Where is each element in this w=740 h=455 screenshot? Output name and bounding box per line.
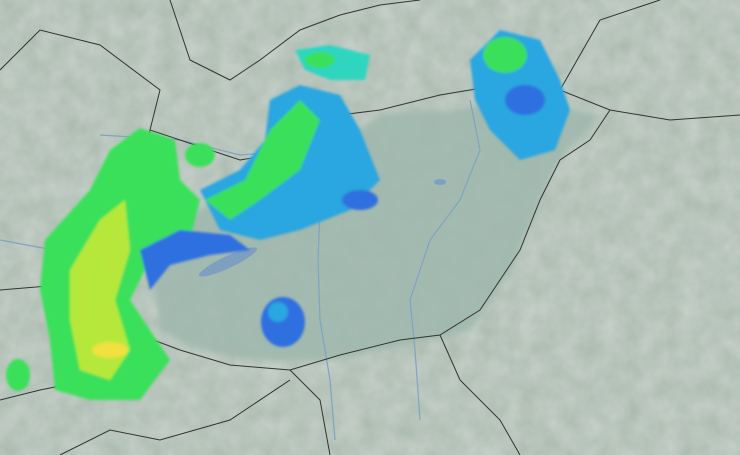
radar-cell-west-core [70,200,130,380]
radar-cell-north-green [305,52,335,68]
radar-cell-south-central-inner [268,302,288,322]
radar-echoes [6,30,570,400]
radar-cell-small [185,143,215,167]
radar-cell-west-max [92,342,128,358]
radar-cell-east-scatter [342,190,378,210]
lowland-area [150,100,600,360]
lake-tisza [434,179,446,185]
radar-cell-northeast-core [483,37,527,73]
lake-balaton [198,247,258,277]
radar-cell-central-core [205,100,320,220]
radar-cell-southwest [6,359,30,391]
radar-cell-northeast-inner [505,85,545,115]
radar-cell-west-edge [140,230,250,290]
